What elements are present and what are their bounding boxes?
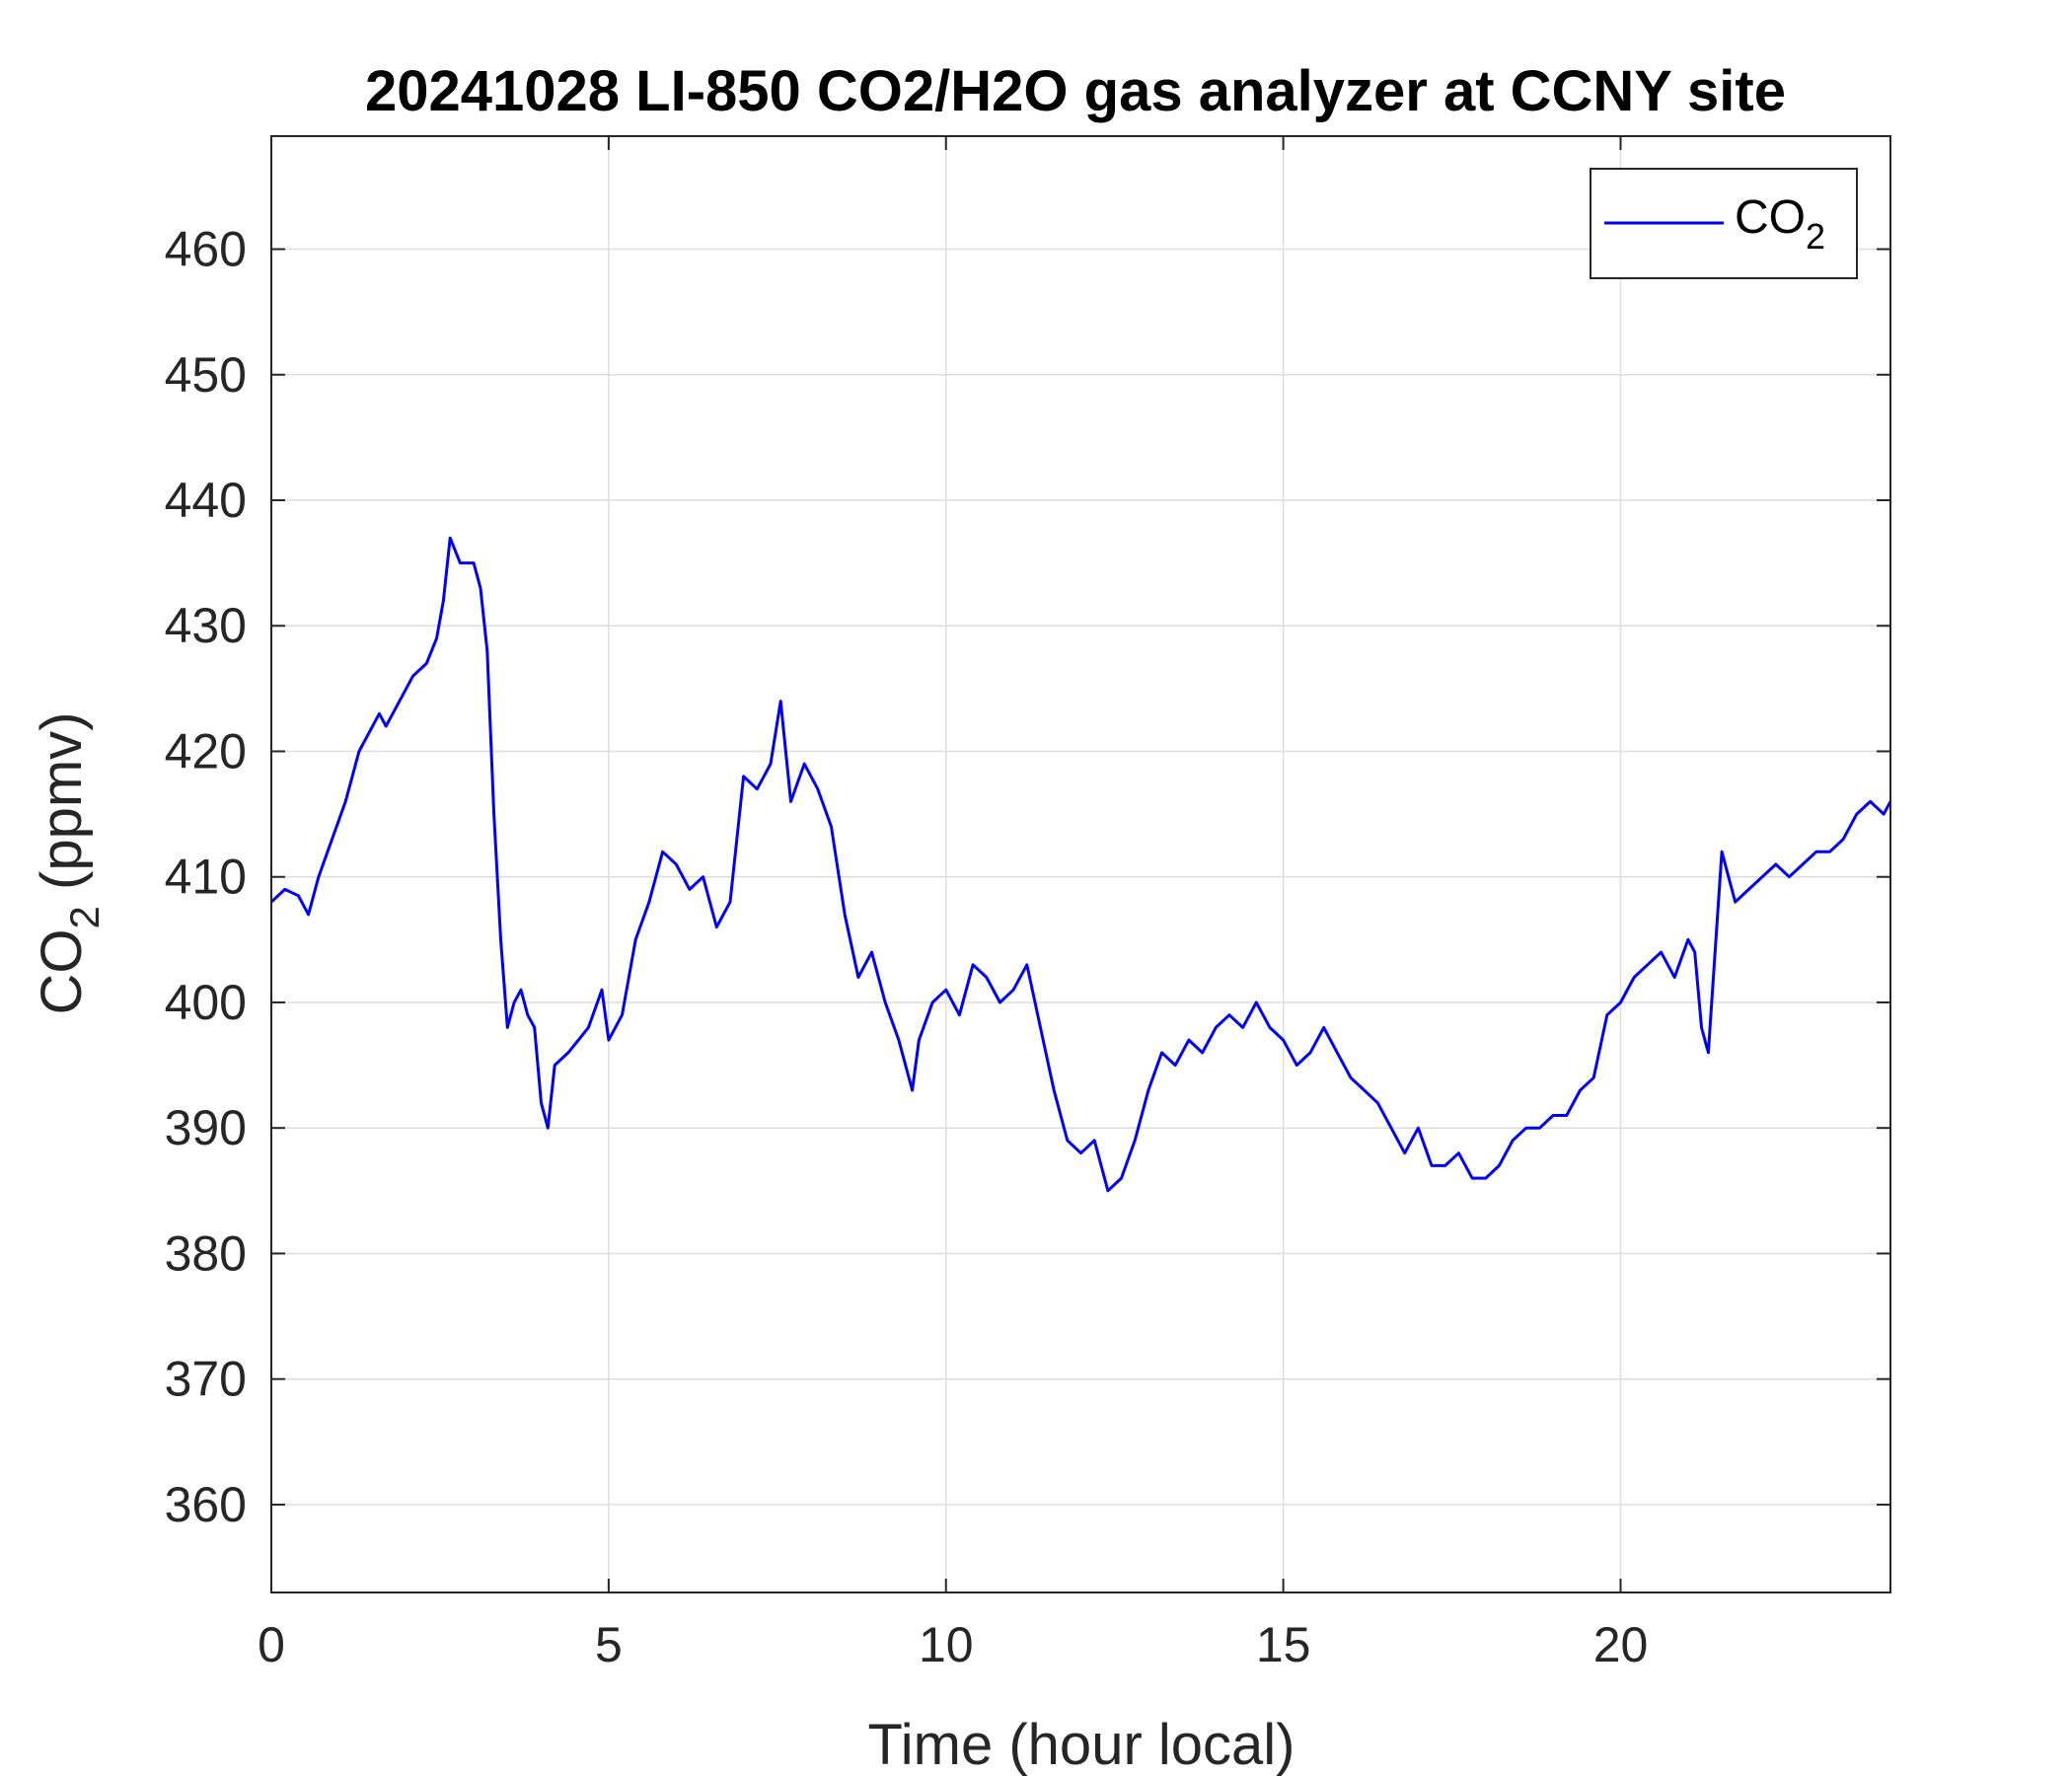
x-tick-label: 10 — [919, 1617, 974, 1672]
series-layer — [269, 536, 1892, 1193]
y-tick-label: 360 — [165, 1477, 247, 1532]
chart-title: 20241028 LI-850 CO2/H2O gas analyzer at … — [365, 59, 1786, 123]
x-tick-label: 0 — [258, 1617, 285, 1672]
y-tick-label: 400 — [165, 975, 247, 1030]
y-tick-label: 380 — [165, 1225, 247, 1281]
x-axis-label: Time (hour local) — [868, 1713, 1295, 1776]
grid — [271, 136, 1890, 1592]
y-axis-label: CO2 (ppmv) — [30, 712, 108, 1015]
ticks: 0 5 10 15 20 360 370 380 390 400 410 420 430 440 450 46… — [165, 136, 1890, 1672]
x-tick-label: 5 — [595, 1617, 623, 1672]
y-tick-label: 410 — [165, 850, 247, 905]
legend-label: CO2 — [1735, 191, 1825, 257]
x-tick-label: 15 — [1256, 1617, 1311, 1672]
y-tick-label: 370 — [165, 1352, 247, 1407]
y-tick-label: 440 — [165, 473, 247, 528]
plot-frame — [270, 135, 1891, 1593]
legend: CO2 — [1590, 168, 1858, 279]
plot-area — [271, 136, 1890, 1592]
y-tick-label: 450 — [165, 347, 247, 403]
x-tick-label: 20 — [1593, 1617, 1649, 1672]
series-line-0 — [269, 536, 1892, 1193]
y-tick-label: 430 — [165, 598, 247, 653]
y-tick-label: 460 — [165, 222, 247, 277]
y-tick-label: 390 — [165, 1100, 247, 1155]
y-tick-label: 420 — [165, 723, 247, 778]
